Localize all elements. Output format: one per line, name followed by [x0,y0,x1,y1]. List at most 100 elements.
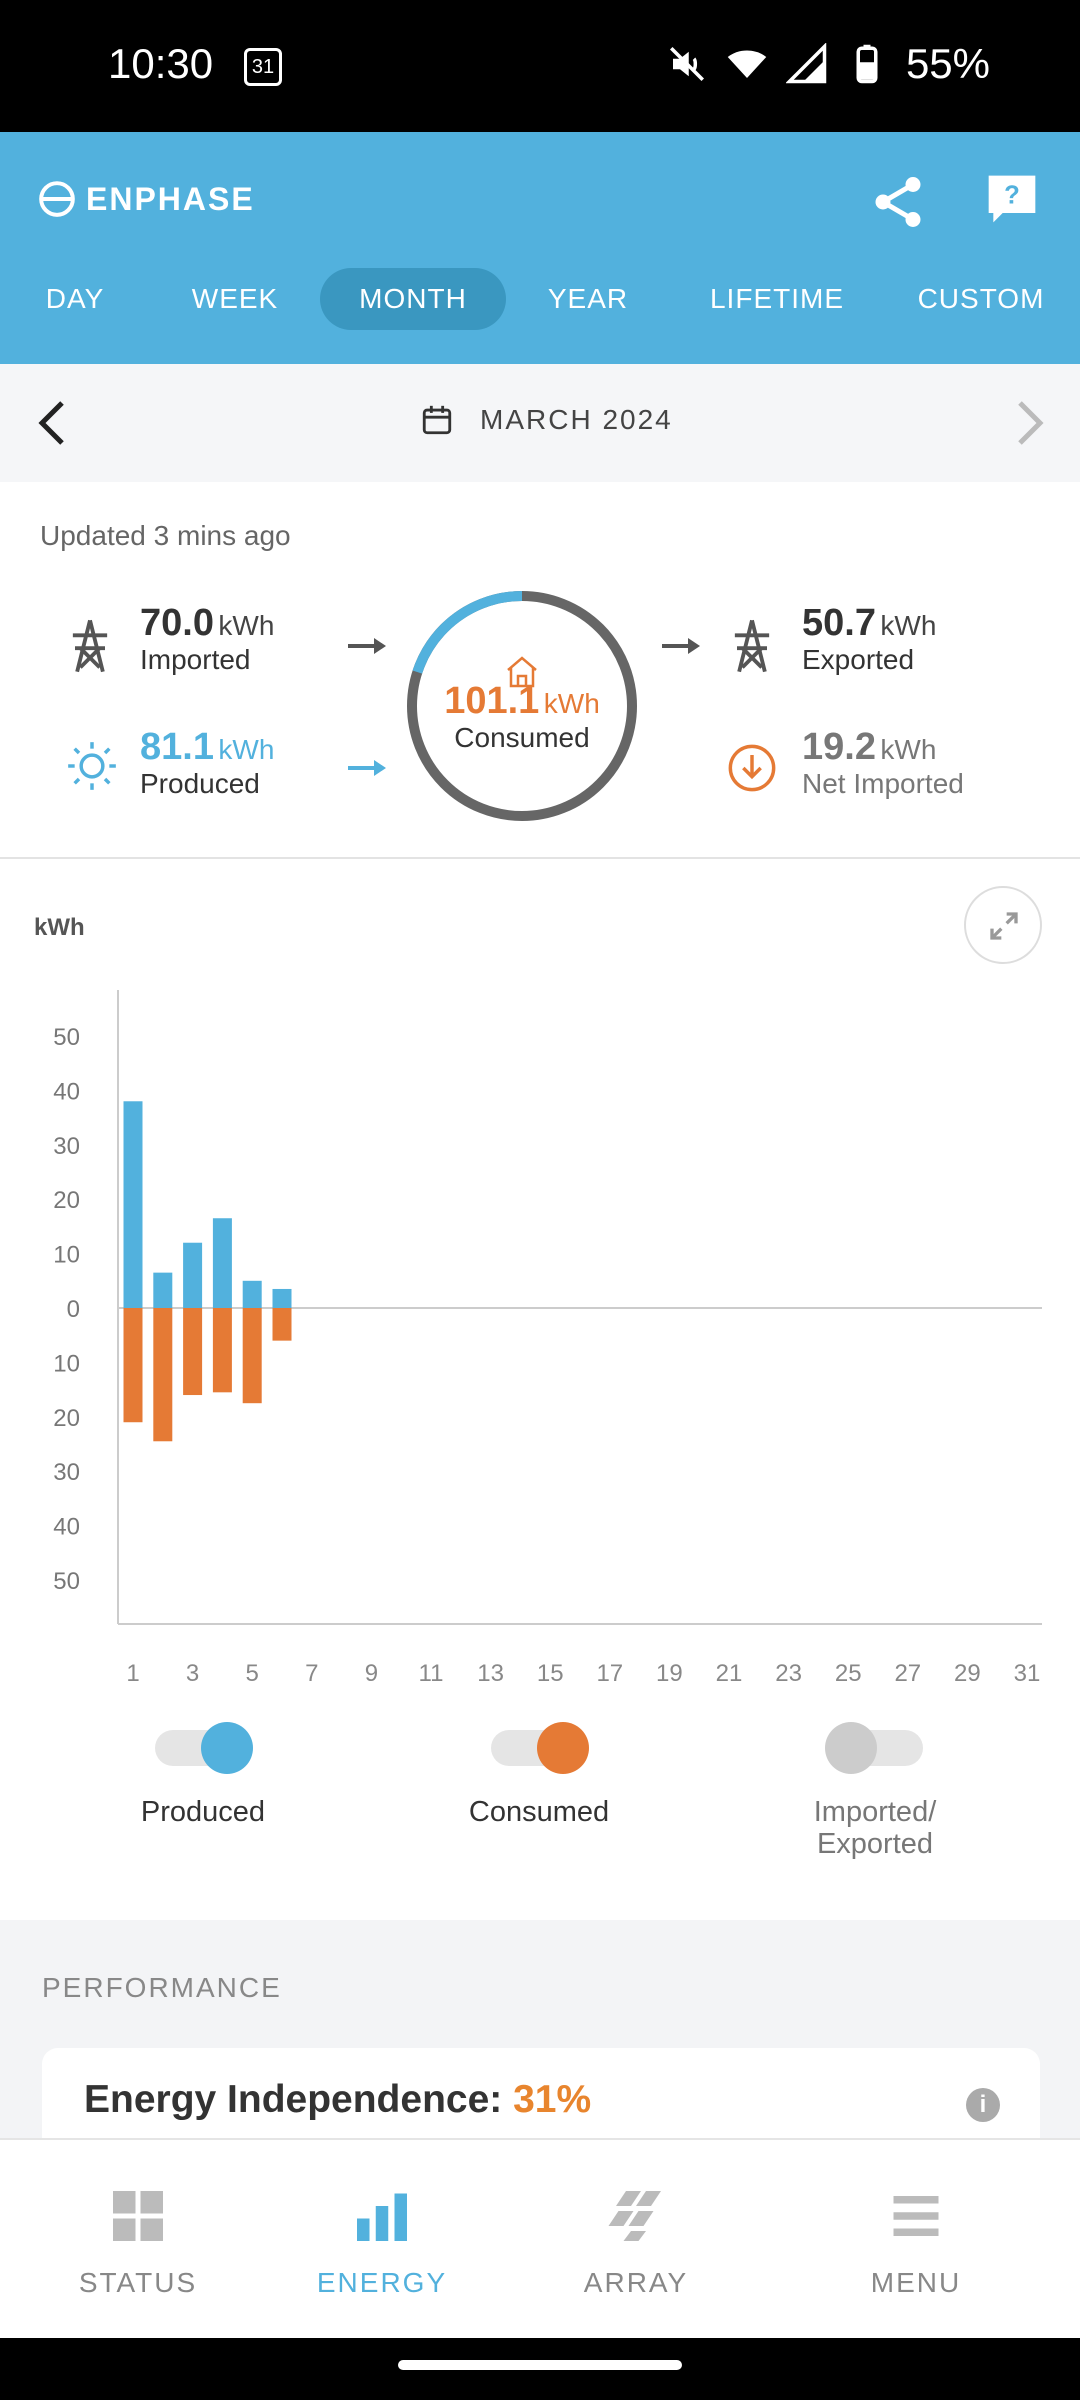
period-tabs: DAY WEEK MONTH YEAR LIFETIME CUSTOM [0,268,1080,334]
x-tick-label: 13 [477,1660,504,1687]
y-tick-label: 40 [53,1514,80,1541]
imported-exported-toggle[interactable] [825,1722,923,1774]
produced-toggle-label: Produced [140,1796,266,1828]
chevron-right-icon[interactable] [1010,398,1050,448]
tab-lifetime[interactable]: LIFETIME [709,283,844,314]
y-tick-label: 20 [53,1405,80,1432]
nav-menu[interactable]: MENU [816,2186,1016,2299]
exported-value: 50.7 [802,602,876,644]
enphase-logo-icon [39,181,75,217]
consumed-toggle-label: Consumed [468,1796,610,1828]
x-tick-label: 31 [1014,1660,1041,1687]
nav-array-label: ARRAY [583,2267,689,2298]
gesture-bar [0,2338,1080,2400]
produced-bar [153,1272,173,1308]
arrow-right-icon [662,638,700,654]
arrow-right-icon [348,638,386,654]
help-icon[interactable]: ? [984,170,1040,228]
status-icons: 55% [666,40,990,88]
x-tick-label: 25 [835,1660,862,1687]
y-tick-label: 0 [67,1296,80,1323]
bottom-navigation: STATUS ENERGY ARRAY MENU [0,2138,1080,2338]
tab-day[interactable]: DAY [45,283,105,314]
imported-exported-toggle-item: Imported/ Exported [750,1722,1000,1860]
imported-exported-toggle-label: Imported/ Exported [813,1796,937,1860]
produced-bar [123,1101,143,1308]
nav-status-label: STATUS [78,2267,198,2298]
share-icon[interactable] [868,172,928,232]
produced-toggle[interactable] [155,1722,253,1774]
consumed-toggle-item: Consumed [414,1722,664,1828]
tab-month[interactable]: MONTH [320,268,506,330]
produced-bar [212,1218,232,1308]
consumed-bar [123,1308,143,1423]
net-imported-unit: kWh [880,734,937,765]
expand-icon [990,912,1018,940]
x-tick-label: 19 [656,1660,683,1687]
divider [0,857,1080,859]
tab-custom[interactable]: CUSTOM [917,283,1045,314]
imported-value: 70.0 [140,602,214,644]
grid-tower-icon [734,619,770,673]
net-imported-label: Net Imported [802,768,964,799]
sun-icon [68,742,116,790]
battery-percent: 55% [905,40,990,87]
produced-bar [272,1288,292,1308]
expand-chart-button[interactable] [964,886,1042,964]
enphase-logo: ENPHASE [38,180,255,218]
consumed-toggle-knob [537,1722,589,1774]
consumed-stat: 101.1 kWh Consumed [404,680,640,753]
produced-toggle-knob [201,1722,253,1774]
imported-exported-toggle-knob [825,1722,877,1774]
x-tick-label: 17 [596,1660,623,1687]
date-label: MARCH 2024 [480,404,673,435]
nav-menu-label: MENU [870,2267,962,2298]
date-navigator: MARCH 2024 [0,364,1080,482]
x-tick-label: 27 [894,1660,921,1687]
imported-label: Imported [140,644,251,675]
date-picker[interactable]: MARCH 2024 [420,402,673,438]
signal-icon [785,43,827,84]
y-tick-label: 40 [53,1078,80,1105]
produced-label: Produced [140,768,260,799]
nav-array[interactable]: ARRAY [536,2186,736,2299]
nav-status[interactable]: STATUS [38,2186,238,2299]
x-tick-label: 11 [419,1660,444,1687]
ring-produced-arc [407,591,637,821]
performance-section: PERFORMANCE Energy Independence: 31% i [0,1920,1080,2168]
x-tick-label: 9 [365,1660,378,1687]
status-time: 10:30 [108,40,214,87]
produced-unit: kWh [218,734,275,765]
imported-unit: kWh [218,610,275,641]
nav-energy[interactable]: ENERGY [282,2186,482,2299]
nav-energy-label: ENERGY [316,2267,448,2298]
bars [123,1101,292,1442]
x-tick-label: 3 [186,1660,199,1687]
exported-stat: 50.7 kWh Exported [802,602,936,675]
produced-stat: 81.1 kWh Produced [140,726,274,799]
energy-independence-value: 31% [513,2078,592,2121]
consumed-bar [183,1308,203,1396]
bar-chart-icon [357,2193,407,2241]
consumed-unit: kWh [543,688,600,719]
y-tick-label: 20 [53,1187,80,1214]
produced-bar [183,1242,203,1308]
y-tick-label: 50 [53,1024,80,1051]
chevron-left-icon[interactable] [32,398,72,448]
energy-independence-label: Energy Independence: [84,2078,514,2121]
x-tick-label: 15 [537,1660,564,1687]
status-bar: 10:30 31 55% [0,0,1080,132]
x-ticks: 1 3 5 7 9 11 13 15 17 19 21 23 25 27 29 31 [126,1660,1040,1687]
exported-label: Exported [802,644,915,675]
brand-name: ENPHASE [86,180,255,217]
energy-independence-heading: Energy Independence: 31% [84,2078,591,2122]
performance-title: PERFORMANCE [42,1972,282,2003]
updated-text: Updated 3 mins ago [40,520,291,551]
house-icon [507,656,537,688]
info-icon[interactable]: i [966,2088,1000,2122]
tab-week[interactable]: WEEK [191,283,279,314]
x-tick-label: 5 [246,1660,259,1687]
consumed-toggle[interactable] [491,1722,589,1774]
tab-year[interactable]: YEAR [547,283,629,314]
